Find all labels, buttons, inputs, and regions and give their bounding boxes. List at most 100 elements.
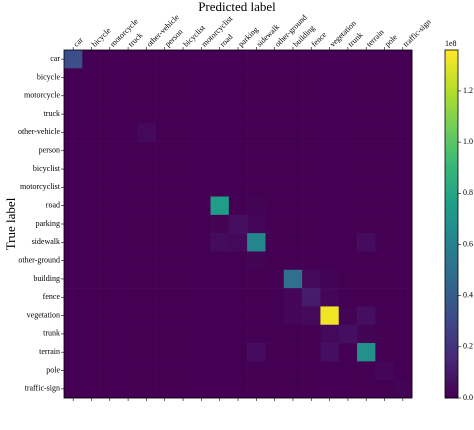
heatmap-cell: [338, 68, 358, 87]
heatmap-cell: [375, 178, 394, 197]
colorbar-gradient: [445, 311, 458, 315]
colorbar-gradient: [445, 304, 458, 309]
heatmap-cell: [82, 269, 101, 289]
heatmap-cell: [155, 123, 175, 142]
colorbar-gradient: [445, 328, 458, 333]
heatmap-cell: [302, 86, 321, 106]
colorbar-gradient: [445, 258, 458, 263]
heatmap-cell: [375, 233, 394, 252]
heatmap-cell: [393, 123, 413, 142]
heatmap-cell: [283, 86, 303, 106]
heatmap-cell: [320, 343, 340, 362]
heatmap-cell: [155, 324, 175, 344]
colorbar-gradient: [445, 317, 458, 322]
colorbar-gradient: [445, 150, 458, 155]
heatmap-cell: [192, 306, 211, 326]
colorbar-gradient: [445, 394, 458, 399]
heatmap-cell: [192, 86, 211, 106]
colorbar-gradient: [445, 143, 458, 148]
heatmap-cell: [192, 104, 211, 124]
heatmap-cell: [192, 324, 211, 344]
heatmap-cell: [393, 86, 413, 106]
heatmap-cell: [192, 251, 211, 271]
y-axis-label: True label: [3, 197, 18, 250]
heatmap-cell: [302, 269, 321, 289]
heatmap-cell: [283, 159, 303, 179]
colorbar-tick-label: 0.4: [463, 290, 473, 299]
heatmap-cell: [100, 159, 120, 179]
colorbar-gradient: [445, 321, 458, 326]
colorbar-gradient: [445, 244, 458, 249]
colorbar-gradient: [445, 356, 458, 361]
heatmap-cell: [338, 178, 358, 197]
colorbar-gradient: [445, 387, 458, 392]
heatmap-cell: [137, 361, 156, 380]
heatmap-cell: [82, 159, 101, 179]
heatmap-cell: [338, 196, 358, 216]
heatmap-cell: [64, 141, 83, 161]
heatmap-cell: [137, 306, 156, 326]
heatmap-cell: [173, 343, 193, 362]
heatmap-cell: [228, 306, 248, 326]
heatmap-cell: [283, 324, 303, 344]
colorbar-gradient: [445, 199, 458, 204]
heatmap-cell: [247, 306, 266, 326]
heatmap-cell: [375, 361, 394, 380]
heatmap-cell: [192, 178, 211, 197]
heatmap-cell: [265, 159, 285, 179]
colorbar-gradient: [445, 377, 458, 382]
heatmap-cell: [64, 324, 83, 344]
heatmap-cell: [302, 214, 321, 234]
heatmap-cell: [155, 251, 175, 271]
heatmap-cell: [100, 50, 120, 69]
heatmap-cell: [320, 196, 340, 216]
heatmap-cell: [137, 233, 156, 252]
heatmap-cell: [302, 104, 321, 124]
heatmap-cell: [283, 251, 303, 271]
heatmap-cell: [192, 141, 211, 161]
heatmap-cell: [118, 324, 138, 344]
heatmap-cell: [210, 214, 230, 234]
heatmap-cell: [375, 196, 394, 216]
colorbar-gradient: [445, 60, 458, 65]
colorbar-gradient: [445, 50, 458, 54]
colorbar-gradient: [445, 157, 458, 162]
heatmap-cell: [265, 233, 285, 252]
heatmap-cell: [265, 50, 285, 69]
heatmap-cell: [302, 159, 321, 179]
colorbar-gradient: [445, 126, 458, 131]
heatmap-cell: [375, 343, 394, 362]
heatmap-cell: [64, 196, 83, 216]
heatmap-cell: [155, 68, 175, 87]
heatmap-cell: [375, 269, 394, 289]
heatmap-cell: [192, 196, 211, 216]
colorbar-gradient: [445, 338, 458, 343]
heatmap-cell: [137, 324, 156, 344]
heatmap-cell: [82, 324, 101, 344]
heatmap-cell: [338, 233, 358, 252]
heatmap-cell: [210, 104, 230, 124]
heatmap-cell: [173, 288, 193, 307]
colorbar-gradient: [445, 286, 458, 291]
colorbar-gradient: [445, 342, 458, 347]
heatmap-cell: [357, 324, 376, 344]
heatmap-cell: [100, 196, 120, 216]
heatmap-cell: [100, 123, 120, 142]
heatmap-cell: [357, 343, 376, 362]
heatmap-cell: [320, 123, 340, 142]
heatmap-cell: [393, 251, 413, 271]
colorbar-gradient: [445, 248, 458, 253]
heatmap-cell: [338, 251, 358, 271]
heatmap-cell: [320, 68, 340, 87]
x-tick-label: car: [72, 35, 86, 49]
colorbar-gradient: [445, 293, 458, 298]
heatmap-cell: [375, 324, 394, 344]
heatmap-cell: [82, 343, 101, 362]
heatmap-cell: [247, 233, 266, 252]
heatmap-cell: [320, 141, 340, 161]
heatmap-cell: [155, 141, 175, 161]
heatmap-cell: [210, 50, 230, 69]
colorbar-gradient: [445, 335, 458, 340]
heatmap-cell: [173, 196, 193, 216]
heatmap-cell: [173, 123, 193, 142]
